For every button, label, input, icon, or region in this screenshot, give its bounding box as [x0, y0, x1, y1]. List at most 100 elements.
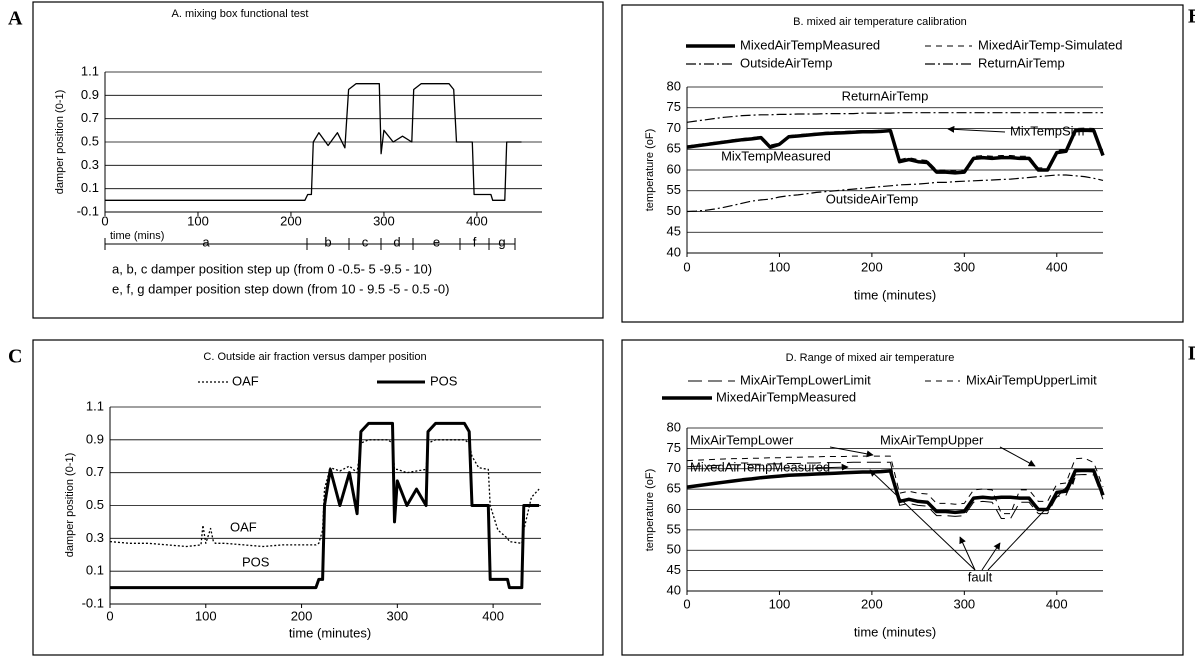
panel-letter: D	[1188, 343, 1195, 365]
legend-label: ReturnAirTemp	[978, 55, 1065, 70]
y-tick-label: 1.1	[81, 63, 99, 78]
x-tick-label: 0	[106, 608, 113, 623]
y-axis-label: temperature (oF)	[644, 469, 656, 552]
annotation-arrow	[947, 125, 1006, 133]
series-line	[686, 468, 1105, 515]
y-tick-label: 75	[667, 99, 681, 114]
panel-frame	[621, 339, 1184, 656]
segment-label: f	[473, 234, 477, 249]
y-tick-label: 55	[667, 182, 681, 197]
y-tick-label: 0.1	[86, 563, 104, 578]
segment-label: g	[498, 234, 505, 249]
panel-letter: A	[8, 8, 23, 30]
x-tick-label: 200	[280, 213, 302, 228]
series-line	[686, 455, 1104, 515]
segment-label: d	[393, 234, 400, 249]
annotation: OutsideAirTemp	[826, 191, 918, 206]
y-tick-label: 0.7	[86, 464, 104, 479]
annotation-arrow	[999, 446, 1036, 467]
chart-title: C. Outside air fraction versus damper po…	[203, 351, 426, 363]
y-tick-label: 45	[667, 224, 681, 239]
x-tick-label: 300	[953, 259, 975, 274]
y-axis-label: temperature (oF)	[644, 129, 656, 212]
annotation: OAF	[230, 519, 257, 534]
annotation: MixAirTempUpper	[880, 432, 984, 447]
y-axis-label: damper position (0-1)	[64, 453, 76, 558]
legend-label: OutsideAirTemp	[740, 55, 832, 70]
x-tick-label: 0	[101, 213, 108, 228]
y-tick-label: 70	[667, 120, 681, 135]
y-tick-label: 65	[667, 141, 681, 156]
segment-label: a	[202, 234, 210, 249]
legend-label: MixedAirTemp-Simulated	[978, 37, 1123, 52]
y-tick-label: 60	[667, 161, 681, 176]
panel-letter: B	[1188, 6, 1195, 28]
y-tick-label: 0.9	[81, 87, 99, 102]
x-tick-label: 400	[1046, 596, 1068, 611]
y-tick-label: 70	[667, 460, 681, 475]
y-tick-label: 55	[667, 521, 681, 536]
annotation: POS	[242, 554, 270, 569]
annotation: fault	[968, 569, 993, 584]
y-tick-label: 80	[667, 78, 681, 93]
annotation: MixTempMeasured	[721, 148, 831, 163]
panel-frame	[32, 339, 604, 656]
x-axis-label: time (mins)	[110, 230, 164, 242]
x-tick-label: 300	[953, 596, 975, 611]
x-axis-label: time (minutes)	[854, 287, 936, 302]
series-line	[105, 83, 522, 201]
panel-letter: C	[8, 346, 22, 368]
panel-frame	[621, 4, 1184, 323]
x-tick-label: 400	[466, 213, 488, 228]
y-tick-label: 0.1	[81, 180, 99, 195]
x-tick-label: 0	[683, 259, 690, 274]
y-axis-label: damper position (0-1)	[54, 90, 66, 195]
y-tick-label: 45	[667, 562, 681, 577]
x-tick-label: 100	[187, 213, 209, 228]
segment-label: c	[362, 234, 369, 249]
y-tick-label: 75	[667, 440, 681, 455]
y-tick-label: 65	[667, 481, 681, 496]
annotation: MixedAirTempMeasured	[690, 459, 830, 474]
annotation-arrow	[829, 446, 874, 458]
y-tick-label: 0.3	[86, 530, 104, 545]
note: a, b, c damper position step up (from 0 …	[112, 261, 432, 276]
annotation-arrow	[987, 477, 1076, 571]
y-tick-label: 80	[667, 419, 681, 434]
y-tick-label: 40	[667, 244, 681, 259]
annotation: ReturnAirTemp	[842, 88, 929, 103]
chart-title: B. mixed air temperature calibration	[793, 16, 967, 28]
y-tick-label: -0.1	[77, 203, 99, 218]
y-tick-label: 0.5	[81, 133, 99, 148]
legend-label: MixedAirTempMeasured	[716, 389, 856, 404]
series-line	[686, 127, 1104, 172]
x-tick-label: 200	[861, 596, 883, 611]
chart-title: A. mixing box functional test	[172, 8, 309, 20]
series-line	[686, 174, 1104, 213]
y-tick-label: 1.1	[86, 398, 104, 413]
annotation: MixTempSim	[1010, 123, 1084, 138]
x-tick-label: 100	[769, 259, 791, 274]
series-line	[110, 421, 540, 590]
y-tick-label: 0.5	[86, 497, 104, 512]
x-tick-label: 100	[195, 608, 217, 623]
x-axis-label: time (minutes)	[854, 624, 936, 639]
legend-label: MixAirTempLowerLimit	[740, 372, 871, 387]
x-tick-label: 300	[373, 213, 395, 228]
y-tick-label: 50	[667, 203, 681, 218]
legend-label: POS	[430, 373, 458, 388]
y-tick-label: 0.9	[86, 431, 104, 446]
x-axis-label: time (minutes)	[289, 625, 371, 640]
legend-label: MixAirTempUpperLimit	[966, 372, 1097, 387]
annotation: MixAirTempLower	[690, 432, 794, 447]
legend-label: MixedAirTempMeasured	[740, 37, 880, 52]
y-tick-label: 40	[667, 582, 681, 597]
x-tick-label: 400	[482, 608, 504, 623]
series-line	[686, 112, 1103, 123]
x-tick-label: 200	[291, 608, 313, 623]
x-tick-label: 0	[683, 596, 690, 611]
series-line	[686, 128, 1105, 175]
annotation-arrow	[869, 469, 976, 571]
y-tick-label: 0.3	[81, 157, 99, 172]
